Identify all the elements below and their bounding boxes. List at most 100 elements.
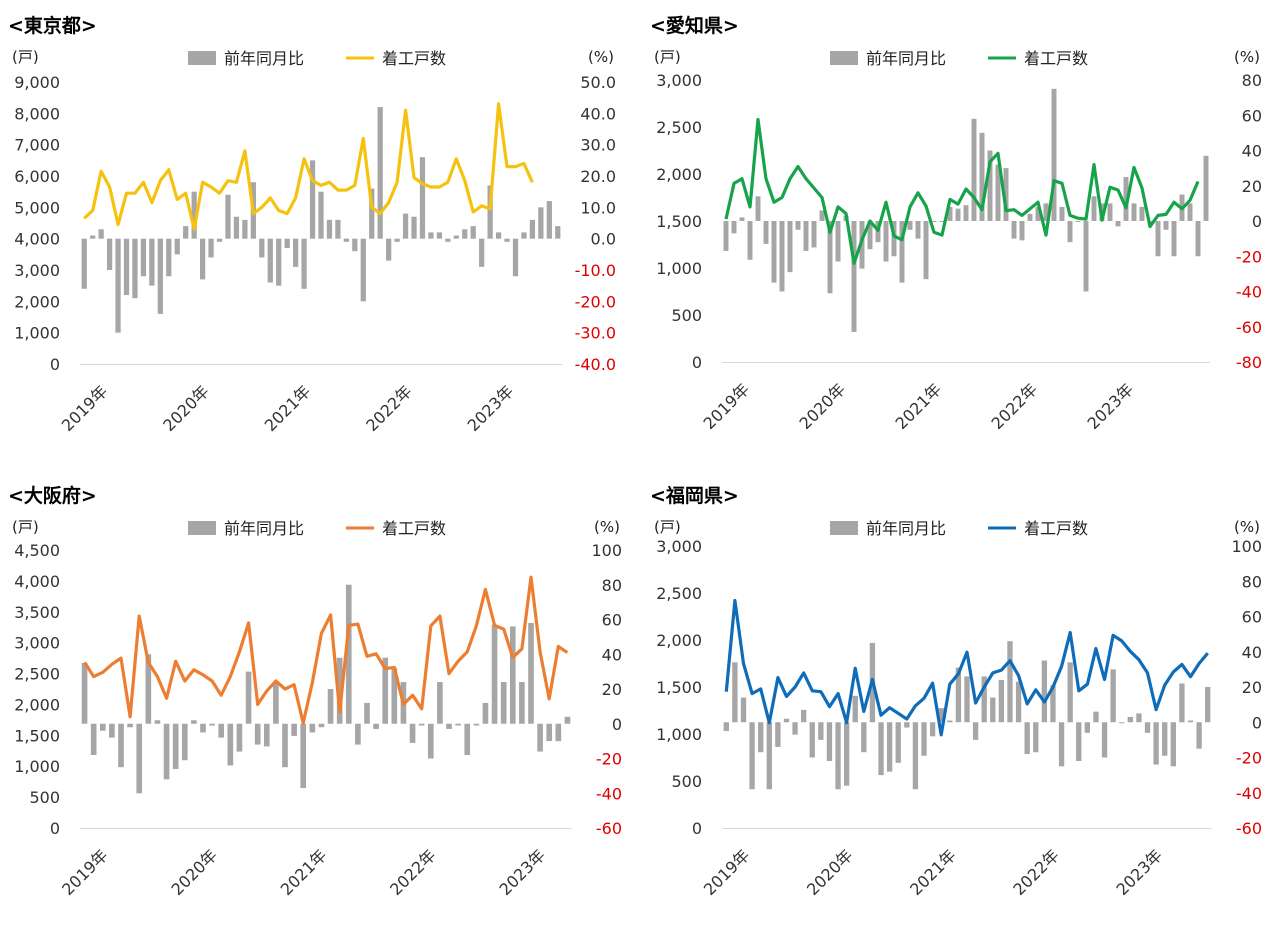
yoy-bar bbox=[981, 676, 987, 723]
y2-tick-label: 40 bbox=[602, 645, 622, 664]
yoy-bar bbox=[537, 723, 543, 752]
y2-tick-label: -40.0 bbox=[575, 355, 616, 374]
x-tick-label: 2021年 bbox=[261, 382, 315, 436]
yoy-bar bbox=[364, 702, 370, 724]
yoy-bar bbox=[411, 216, 417, 239]
starts-line bbox=[83, 575, 569, 725]
yoy-bar bbox=[352, 238, 358, 252]
yoy-bar bbox=[504, 238, 510, 242]
yoy-bar bbox=[546, 723, 553, 742]
y-axis-unit: (戸) bbox=[654, 518, 681, 536]
y2-tick-label: 50.0 bbox=[580, 73, 616, 92]
yoy-bar bbox=[1163, 221, 1169, 230]
yoy-bar bbox=[732, 662, 738, 723]
yoy-bar bbox=[236, 723, 243, 752]
yoy-bar bbox=[971, 118, 977, 221]
yoy-bar bbox=[172, 723, 179, 769]
legend-label-bar: 前年同月比 bbox=[866, 519, 946, 538]
yoy-bar bbox=[938, 708, 944, 723]
yoy-bar bbox=[990, 697, 996, 723]
yoy-bar bbox=[115, 238, 121, 333]
yoy-bar bbox=[723, 722, 729, 732]
yoy-bar bbox=[81, 238, 87, 289]
yoy-bar bbox=[254, 723, 261, 745]
yoy-bar bbox=[755, 196, 761, 221]
chart-title: <愛知県> bbox=[650, 14, 739, 37]
yoy-bar bbox=[1019, 221, 1025, 241]
y2-tick-label: 20 bbox=[602, 680, 622, 699]
yoy-bar bbox=[149, 238, 155, 286]
yoy-bar bbox=[904, 722, 910, 728]
yoy-bar bbox=[90, 723, 97, 756]
y-tick-label: 500 bbox=[671, 772, 702, 791]
y2-tick-label: 0 bbox=[1252, 212, 1262, 231]
yoy-bar bbox=[987, 150, 993, 221]
yoy-bar bbox=[1027, 213, 1033, 221]
yoy-bar bbox=[891, 221, 897, 257]
y-tick-label: 500 bbox=[671, 306, 702, 325]
x-tick-label: 2021年 bbox=[906, 846, 960, 900]
yoy-bar bbox=[998, 679, 1005, 723]
y2-tick-label: -40 bbox=[596, 784, 622, 803]
yoy-bar bbox=[1144, 722, 1151, 733]
yoy-bar bbox=[225, 194, 231, 239]
y-tick-label: 0 bbox=[692, 353, 702, 372]
y-tick-label: 4,500 bbox=[14, 541, 60, 560]
y2-tick-label: -20 bbox=[596, 750, 622, 769]
yoy-bar bbox=[538, 207, 544, 239]
yoy-bar bbox=[886, 722, 893, 772]
chart-svg-osaka: <大阪府> (戸) (%) 前年同月比 着工戸数 4,500 4,000 3,500 3,000… bbox=[8, 484, 622, 899]
yoy-bar bbox=[1179, 683, 1185, 723]
yoy-bar bbox=[369, 188, 375, 239]
yoy-bar bbox=[766, 722, 772, 790]
yoy-bar bbox=[1127, 716, 1133, 723]
yoy-bar bbox=[1205, 687, 1211, 723]
yoy-bar bbox=[245, 671, 252, 724]
yoy-bar bbox=[931, 221, 937, 222]
legend-label-bar: 前年同月比 bbox=[224, 49, 304, 68]
yoy-bar bbox=[145, 654, 152, 724]
y-tick-label: 2,000 bbox=[14, 292, 60, 311]
starts-line bbox=[724, 117, 1200, 265]
yoy-bar bbox=[1015, 681, 1022, 723]
yoy-bar bbox=[1119, 722, 1125, 724]
yoy-bar bbox=[1155, 221, 1161, 257]
yoy-bar bbox=[191, 191, 197, 239]
yoy-bar bbox=[318, 191, 324, 239]
x-tick-label: 2019年 bbox=[58, 382, 112, 436]
yoy-bar bbox=[455, 723, 461, 726]
chart-panel-osaka: <大阪府> (戸) (%) 前年同月比 着工戸数 4,500 4,000 3,500 3,000… bbox=[0, 470, 630, 938]
yoy-bar bbox=[826, 722, 833, 762]
yoy-bar bbox=[300, 723, 307, 789]
yoy-bar bbox=[749, 722, 755, 790]
y-tick-label: 5,000 bbox=[14, 198, 60, 217]
y-tick-label: 0 bbox=[50, 819, 60, 838]
yoy-bar bbox=[1131, 203, 1137, 221]
yoy-bar bbox=[787, 221, 793, 273]
yoy-bar bbox=[972, 722, 979, 740]
legend-label-line: 着工戸数 bbox=[382, 519, 446, 538]
yoy-bar bbox=[1195, 221, 1201, 257]
yoy-bar bbox=[851, 221, 857, 333]
x-tick-label: 2019年 bbox=[700, 846, 754, 900]
yoy-bar bbox=[1033, 722, 1039, 753]
yoy-bar bbox=[335, 219, 341, 239]
y-tick-label: 3,000 bbox=[656, 537, 702, 556]
y2-tick-label: 40.0 bbox=[580, 104, 616, 123]
y-tick-label: 1,500 bbox=[14, 726, 60, 745]
y-tick-label: 3,500 bbox=[14, 603, 60, 622]
legend-swatch-bar bbox=[188, 521, 216, 535]
yoy-bar bbox=[939, 221, 945, 222]
yoy-bar bbox=[1041, 660, 1048, 723]
yoy-bar bbox=[1101, 722, 1108, 758]
yoy-bar bbox=[227, 723, 234, 766]
yoy-bar bbox=[453, 235, 459, 239]
yoy-bar bbox=[208, 238, 214, 258]
yoy-bar bbox=[309, 160, 316, 239]
yoy-bar bbox=[99, 723, 106, 731]
yoy-bar bbox=[995, 164, 1001, 221]
yoy-bar bbox=[795, 221, 801, 230]
y2-tick-label: 60 bbox=[602, 611, 622, 630]
yoy-bar bbox=[391, 668, 398, 724]
yoy-bar bbox=[1003, 168, 1009, 221]
